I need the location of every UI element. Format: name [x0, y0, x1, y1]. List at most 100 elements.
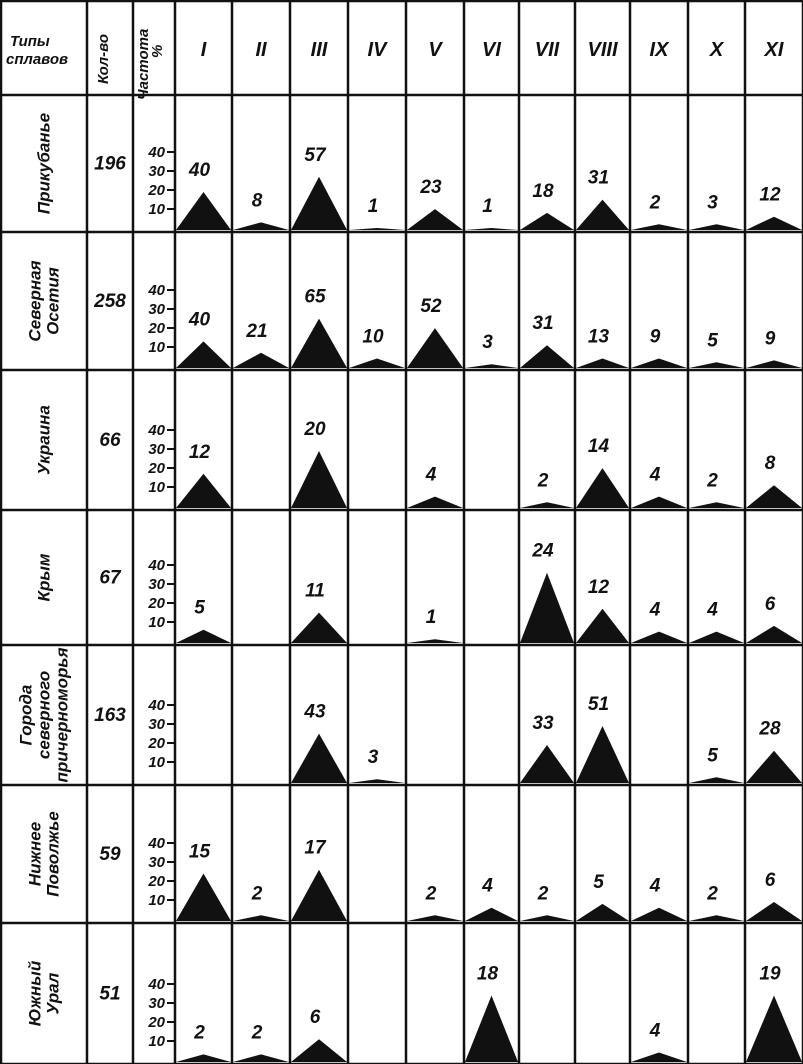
y-tick-label: 20: [147, 460, 165, 477]
frequency-peak: [576, 468, 629, 508]
data-label: 57: [304, 145, 327, 166]
frequency-peak: [349, 228, 405, 230]
region-label: Прикубанье: [35, 113, 54, 214]
data-label: 40: [188, 309, 211, 330]
data-label: 1: [368, 196, 379, 217]
data-label: 33: [532, 713, 554, 734]
frequency-peak: [291, 612, 347, 643]
count-value: 196: [94, 154, 126, 175]
data-label: 3: [368, 747, 379, 768]
frequency-peak: [233, 1054, 289, 1062]
region-label: Осетия: [44, 267, 63, 335]
count-value: 258: [93, 291, 126, 312]
data-label: 12: [759, 185, 781, 206]
data-label: 17: [304, 838, 327, 859]
data-label: 15: [189, 842, 211, 863]
data-label: 2: [537, 470, 549, 491]
data-label: 43: [303, 702, 326, 723]
y-tick-label: 40: [147, 422, 165, 439]
frequency-peak: [291, 869, 347, 921]
frequency-peak: [746, 485, 802, 508]
frequency-peak: [689, 224, 744, 230]
count-value: 59: [99, 844, 121, 865]
frequency-peak: [291, 318, 347, 368]
column-header: VIII: [587, 39, 617, 61]
frequency-peak: [689, 631, 744, 643]
frequency-peak: [746, 360, 802, 368]
y-tick-label: 40: [147, 976, 165, 993]
frequency-peak: [689, 777, 744, 783]
data-label: 2: [537, 883, 549, 904]
table-row: Нижнее Поволжье 59 40 30 20 10 15 2 17 2 4 2 5 4 2 6: [26, 811, 802, 921]
frequency-peak: [520, 502, 574, 508]
column-header: V: [428, 39, 443, 61]
column-header: II: [255, 39, 267, 61]
data-label: 28: [758, 719, 781, 740]
data-label: 8: [252, 190, 263, 211]
data-label: 6: [765, 594, 776, 615]
frequency-peak: [176, 192, 231, 230]
data-label: 14: [588, 436, 610, 457]
data-label: 20: [303, 419, 326, 440]
data-label: 1: [482, 196, 493, 217]
data-label: 4: [649, 876, 661, 897]
column-header: VI: [482, 39, 501, 61]
y-tick-label: 30: [148, 441, 165, 458]
y-tick-label: 40: [147, 557, 165, 574]
data-label: 1: [426, 607, 437, 628]
region-label: Крым: [35, 553, 54, 601]
frequency-peak: [465, 228, 518, 230]
column-header: VII: [535, 39, 560, 61]
frequency-peak: [631, 496, 687, 508]
frequency-peak: [465, 364, 518, 368]
column-header: III: [311, 39, 328, 61]
data-label: 5: [194, 598, 205, 619]
y-tick-label: 10: [148, 479, 165, 496]
data-label: 2: [251, 883, 263, 904]
data-label: 3: [482, 332, 493, 353]
count-label: Кол-во: [95, 34, 112, 84]
y-tick-label: 20: [147, 182, 165, 199]
region-label: причерноморья: [53, 647, 72, 782]
frequency-peak: [520, 745, 574, 783]
frequency-peak: [407, 639, 463, 643]
frequency-peak: [631, 224, 687, 230]
column-header: IX: [650, 39, 671, 61]
data-label: 4: [649, 1021, 661, 1042]
y-tick-label: 40: [147, 697, 165, 714]
data-label: 2: [425, 883, 437, 904]
y-tick-label: 30: [148, 301, 165, 318]
frequency-peak: [631, 1052, 687, 1062]
data-label: 2: [649, 192, 661, 213]
data-label: 4: [425, 465, 437, 486]
region-label: Южный: [26, 960, 45, 1026]
data-label: 8: [765, 453, 776, 474]
region-label: Северная: [26, 260, 45, 341]
frequency-peak: [631, 358, 687, 368]
frequency-peak: [349, 779, 405, 783]
frequency-peak: [576, 358, 629, 368]
data-label: 18: [532, 181, 554, 202]
data-label: 12: [588, 577, 610, 598]
y-tick-label: 10: [148, 1033, 165, 1050]
frequency-peak: [465, 995, 518, 1062]
frequency-peak: [465, 907, 518, 921]
frequency-peak: [520, 212, 574, 230]
freq-label-line1: Частота: [135, 29, 152, 100]
column-header: IV: [368, 39, 389, 61]
y-tick-label: 10: [148, 892, 165, 909]
region-label: Поволжье: [44, 811, 63, 896]
frequency-peak: [407, 496, 463, 508]
data-label: 4: [649, 465, 661, 486]
data-label: 4: [706, 600, 718, 621]
frequency-peak: [176, 1054, 231, 1062]
column-header: I: [201, 39, 207, 61]
frequency-peak: [520, 572, 574, 643]
data-label: 13: [588, 327, 610, 348]
frequency-peak: [349, 358, 405, 368]
y-tick-label: 20: [147, 735, 165, 752]
y-tick-label: 30: [148, 576, 165, 593]
y-tick-label: 30: [148, 716, 165, 733]
